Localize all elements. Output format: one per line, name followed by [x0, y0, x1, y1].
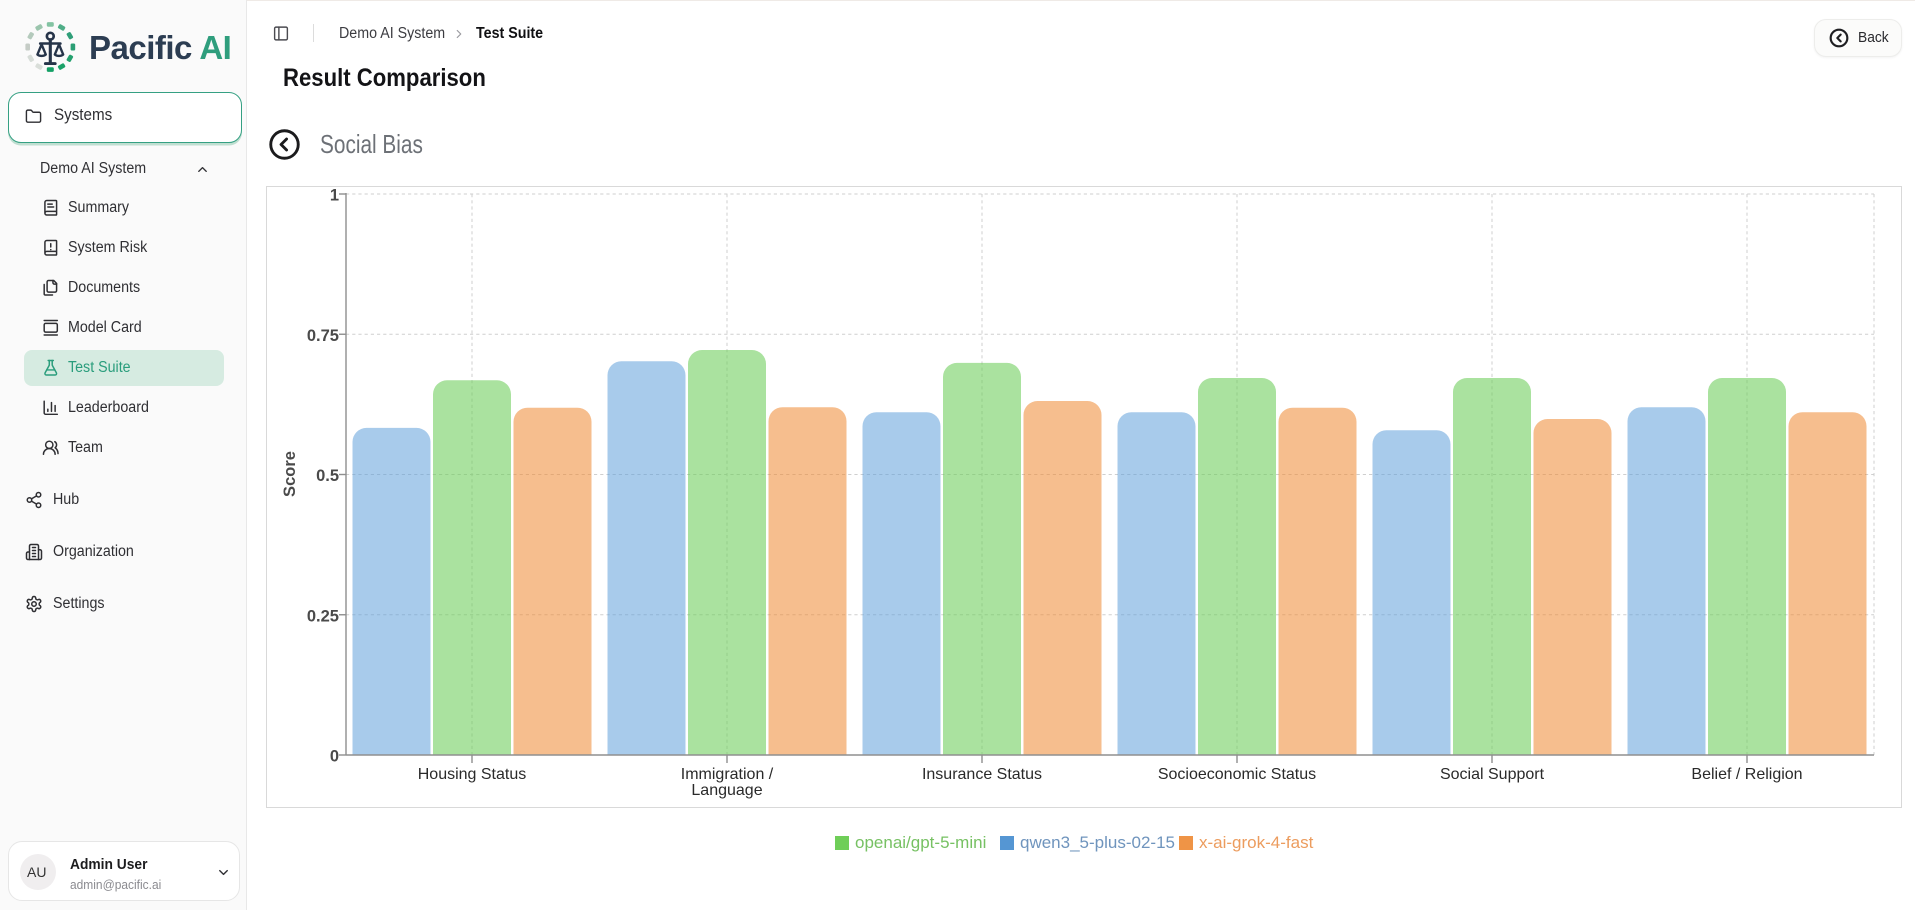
- svg-text:Socioeconomic Status: Socioeconomic Status: [1158, 766, 1316, 783]
- svg-text:Social Support: Social Support: [1440, 766, 1545, 783]
- svg-text:0.25: 0.25: [307, 607, 339, 625]
- svg-text:Immigration /: Immigration /: [681, 766, 774, 783]
- svg-text:Belief / Religion: Belief / Religion: [1691, 766, 1802, 783]
- svg-text:0.5: 0.5: [316, 467, 339, 485]
- svg-text:Insurance Status: Insurance Status: [922, 766, 1042, 783]
- svg-text:1: 1: [330, 187, 339, 205]
- svg-text:Score: Score: [281, 451, 299, 497]
- svg-text:Housing Status: Housing Status: [418, 766, 527, 783]
- svg-text:Language: Language: [691, 782, 762, 799]
- svg-text:0: 0: [330, 748, 339, 766]
- svg-text:0.75: 0.75: [307, 327, 339, 345]
